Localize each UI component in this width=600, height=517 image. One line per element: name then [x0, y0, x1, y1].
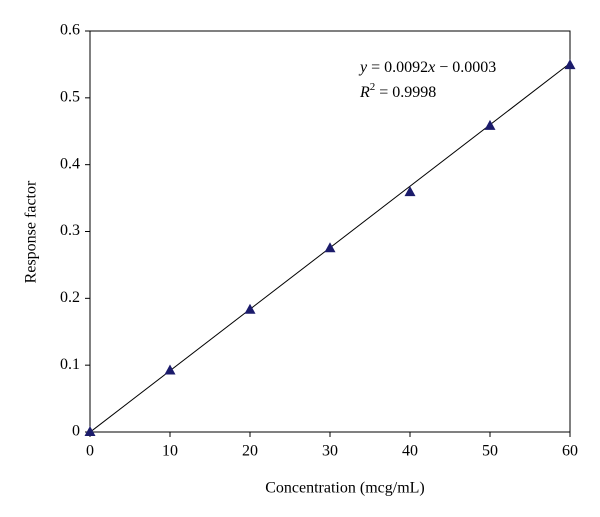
data-point — [484, 119, 496, 130]
x-axis-label: Concentration (mcg/mL) — [265, 480, 425, 497]
x-tick-label: 40 — [402, 443, 418, 460]
y-tick-label: 0.5 — [60, 89, 80, 106]
y-tick-label: 0.3 — [60, 222, 80, 239]
x-tick-label: 50 — [482, 443, 498, 460]
x-tick-label: 30 — [322, 443, 338, 460]
x-tick-label: 0 — [86, 443, 94, 460]
data-point — [164, 364, 176, 375]
x-tick-label: 10 — [162, 443, 178, 460]
r-squared-part: = 0.9998 — [375, 84, 436, 101]
r-squared-part: R — [359, 84, 370, 101]
r-squared-part: 2 — [370, 81, 376, 93]
data-point — [404, 186, 416, 197]
equation: y = 0.0092x − 0.0003 — [358, 59, 496, 76]
equation-part: = 0.0092 — [367, 59, 428, 76]
y-tick-label: 0.4 — [60, 155, 80, 172]
y-tick-label: 0.2 — [60, 289, 80, 306]
equation-part: y — [358, 59, 368, 76]
equation-part: − 0.0003 — [435, 59, 496, 76]
y-tick-label: 0 — [72, 423, 80, 440]
y-tick-label: 0.1 — [60, 356, 80, 373]
data-point — [84, 426, 96, 436]
x-tick-label: 20 — [242, 443, 258, 460]
equation-part: x — [427, 59, 435, 76]
y-tick-label: 0.6 — [60, 22, 80, 39]
data-point — [564, 59, 576, 70]
plot-frame — [89, 30, 571, 433]
data-point — [244, 303, 256, 314]
x-tick-label: 60 — [562, 443, 578, 460]
data-point — [324, 242, 336, 253]
r-squared: R2 = 0.9998 — [359, 81, 436, 101]
y-axis-label: Response factor — [23, 180, 40, 283]
